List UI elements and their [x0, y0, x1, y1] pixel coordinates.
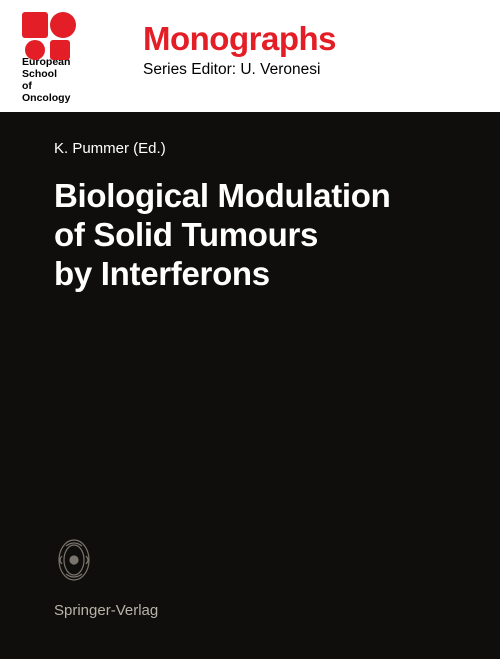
title-line: Biological Modulation: [54, 177, 476, 216]
book-cover: European School of Oncology Monographs S…: [0, 0, 500, 659]
header-right: Monographs Series Editor: U. Veronesi: [135, 0, 500, 79]
title-line: of Solid Tumours: [54, 216, 476, 255]
title-line: by Interferons: [54, 255, 476, 294]
publisher-name: Springer-Verlag: [54, 602, 158, 619]
eso-logo-icon: [22, 12, 92, 54]
logo-line: Oncology: [22, 92, 125, 104]
series-title: Monographs: [143, 22, 480, 55]
book-title: Biological Modulation of Solid Tumours b…: [54, 177, 476, 294]
eso-logo-block: European School of Oncology: [0, 0, 135, 112]
logo-line: of: [22, 80, 125, 92]
editor-credit: K. Pummer (Ed.): [54, 140, 476, 157]
header-band: European School of Oncology Monographs S…: [0, 0, 500, 112]
logo-line: School: [22, 68, 125, 80]
main-panel: K. Pummer (Ed.) Biological Modulation of…: [0, 112, 500, 659]
logo-text: European School of Oncology: [22, 56, 125, 104]
springer-emblem-icon: S: [54, 536, 94, 589]
series-editor: Series Editor: U. Veronesi: [143, 61, 480, 79]
svg-text:S: S: [72, 557, 76, 565]
